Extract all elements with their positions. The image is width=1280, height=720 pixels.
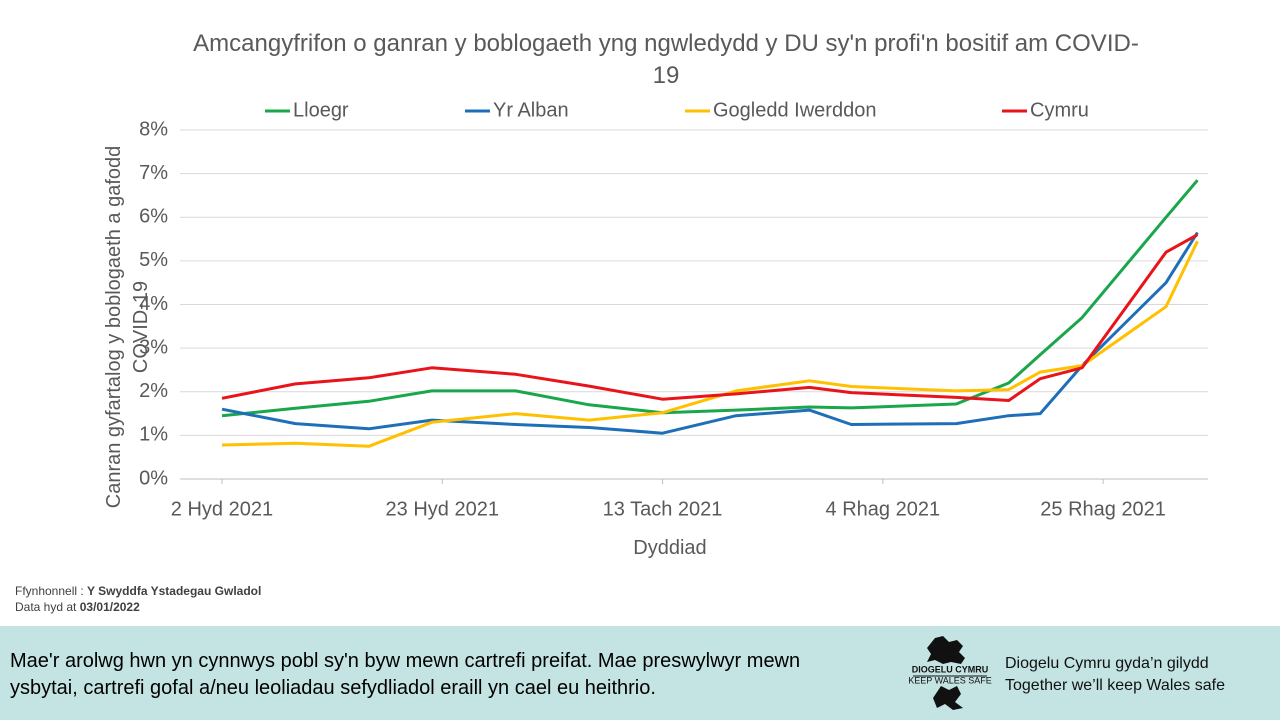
y-tick-label: 1% [139,424,168,446]
y-tick-label: 4% [139,293,168,315]
date-value: 03/01/2022 [79,600,140,614]
logo-bottom: KEEP WALES SAFE [908,675,992,685]
footer-note: Mae'r arolwg hwn yn cynnwys pobl sy'n by… [10,650,801,699]
source-label: Ffynhonnell : [15,584,88,598]
series-line [221,240,1199,448]
legend-label: Cymru [1030,99,1089,121]
legend-label: Lloegr [293,99,349,121]
y-tick-label: 7% [139,162,168,184]
legend-label: Yr Alban [493,99,569,121]
slogan-en: Together we’ll keep Wales safe [1005,677,1225,694]
slogan: Diogelu Cymru gyda’n gilydd Together we’… [1005,653,1225,697]
footer-band: Mae'r arolwg hwn yn cynnwys pobl sy'n by… [0,626,1280,720]
date-label: Data hyd at [15,600,80,614]
x-tick-label: 2 Hyd 2021 [171,498,273,520]
logo: DIOGELU CYMRU KEEP WALES SAFE [908,636,992,710]
source-name: Y Swyddfa Ystadegau Gwladol [87,584,262,598]
x-tick-label: 23 Hyd 2021 [386,498,499,520]
chart: 0% 1% 2% 3% 4% 5% 6% 7% 8% 2 Hyd 2021 23 Hyd 2021 1… [139,99,1208,520]
series-line [221,179,1199,418]
legend-label: Gogledd Iwerddon [713,99,876,121]
y-axis-label: Canran gyfartalog y boblogaeth a gafodd … [103,145,152,509]
y-tick-label: 3% [139,336,168,358]
chart-title: Amcangyfrifon o ganran y boblogaeth yng … [193,30,1139,89]
source: Ffynhonnell : Y Swyddfa Ystadegau Gwlado… [15,583,261,615]
source-line: Ffynhonnell : Y Swyddfa Ystadegau Gwlado… [15,583,261,599]
slogan-cy: Diogelu Cymru gyda’n gilydd [1005,655,1209,672]
logo-top: DIOGELU CYMRU [912,664,989,674]
y-tick-label: 0% [139,467,168,489]
y-tick-label: 6% [139,206,168,228]
y-tick-label: 2% [139,380,168,402]
x-tick-label: 13 Tach 2021 [603,498,723,520]
date-line: Data hyd at 03/01/2022 [15,599,261,615]
series-line [221,233,1199,402]
logo-shape [933,686,963,710]
logo-shape [927,636,965,664]
y-tick-label: 5% [139,249,168,271]
x-tick-label: 25 Rhag 2021 [1040,498,1166,520]
y-tick-label: 8% [139,118,168,140]
series-line [221,231,1199,435]
x-tick-label: 4 Rhag 2021 [826,498,941,520]
x-axis-label: Dyddiad [633,537,707,559]
